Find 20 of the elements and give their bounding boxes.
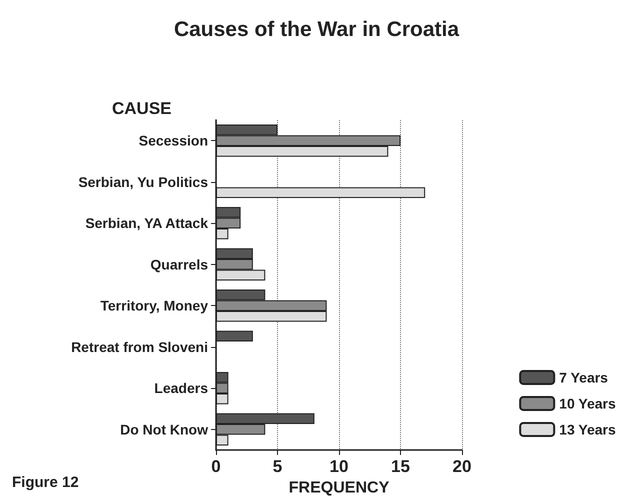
x-tick-label: 10 [330,457,348,476]
y-axis-title: CAUSE [112,99,172,118]
x-tick-label: 20 [452,457,472,476]
y-tick-label: Serbian, Yu Politics [78,174,208,190]
chart-title: Causes of the War in Croatia [174,18,460,41]
y-tick-label: Do Not Know [120,421,208,438]
y-tick-label: Serbian, YA Attack [85,215,208,232]
legend-label: 10 Years [559,396,616,412]
x-tick-label: 0 [211,457,221,476]
legend-label: 7 Years [559,370,608,386]
legend-label: 13 Years [559,422,616,438]
x-tick-label: 5 [272,457,282,476]
y-tick-label: Retreat from Sloveni [71,338,208,355]
y-tick-label: Quarrels [150,256,208,272]
y-tick-label: Secession [138,132,208,149]
caption: Figure 12 [12,474,79,491]
y-tick-label: Territory, Money [100,298,208,314]
x-tick-label: 15 [391,457,410,476]
x-axis-title: FREQUENCY [288,479,390,496]
y-tick-label: Leaders [154,380,208,396]
